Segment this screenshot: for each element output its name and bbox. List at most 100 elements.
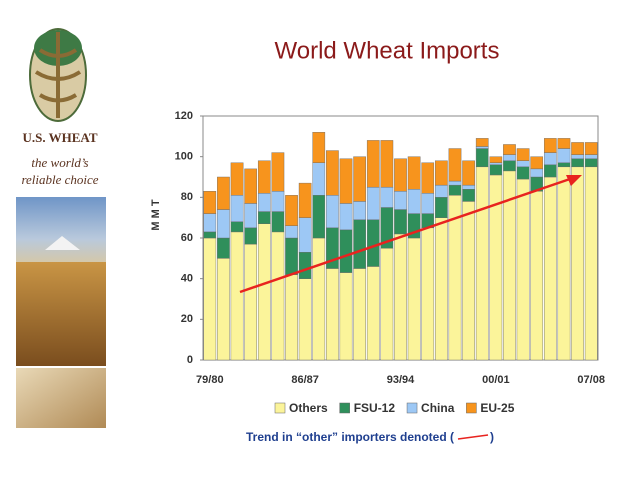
y-tick-label: 0 [187, 354, 193, 366]
bar-segment [530, 168, 544, 178]
bar-segment [217, 209, 230, 239]
bar-segment [571, 166, 584, 361]
photo-field [16, 262, 106, 366]
bar-segment [285, 225, 298, 239]
bar-segment [543, 176, 557, 361]
bar-segment [312, 237, 326, 361]
bar-segment [394, 209, 407, 235]
legend-swatch [406, 402, 418, 414]
bar-segment [557, 148, 571, 163]
bar-segment [230, 231, 244, 361]
legend-label: FSU-12 [354, 401, 396, 415]
bar-segment [203, 191, 217, 214]
y-tick-label: 20 [181, 313, 193, 325]
y-tick-label: 100 [175, 151, 193, 163]
bar-segment [257, 160, 271, 194]
x-tick-label: 79/80 [196, 374, 224, 386]
bar-segment [543, 152, 557, 166]
bar-segment [503, 144, 516, 155]
bar-segment [298, 252, 312, 279]
bar-segment [584, 154, 598, 159]
bar-segment [421, 193, 435, 214]
trend-arrow [239, 177, 571, 294]
x-tick-label: 86/87 [291, 374, 319, 386]
bar-segment [230, 221, 244, 233]
legend-label: Others [289, 401, 328, 415]
bar-segment [244, 168, 258, 204]
bar-segment [326, 150, 339, 196]
bar-segment [435, 184, 448, 198]
bar-segment [366, 219, 380, 267]
bar-segment [230, 195, 244, 222]
bar-segment [503, 160, 516, 172]
x-tick-label: 00/01 [482, 374, 510, 386]
bar-segment [407, 188, 421, 214]
y-axis-label: M M T [150, 199, 162, 230]
bar-segment [380, 140, 394, 188]
bar-segment [557, 166, 571, 361]
bar-segment [489, 164, 503, 176]
bar-segment [584, 166, 598, 361]
bar-segment [394, 158, 407, 192]
trend-arrowhead [566, 175, 582, 186]
bar-segment [380, 247, 394, 361]
tagline: reliable choice [21, 172, 98, 187]
x-tick-label: 93/94 [387, 374, 415, 386]
bar-segment [339, 272, 353, 361]
bar-segment [339, 158, 353, 204]
bar-segment [435, 217, 448, 361]
bar-segment [271, 152, 285, 192]
bar-segment [489, 156, 503, 163]
bar-segment [271, 191, 285, 212]
bar-segment [394, 233, 407, 361]
bar-segment [421, 162, 435, 194]
bar-segment [285, 195, 298, 227]
bar-segment [475, 148, 489, 168]
bar-segment [257, 223, 271, 361]
bar-segment [366, 186, 380, 220]
bar-segment [543, 164, 557, 178]
bar-segment [312, 162, 326, 196]
bar-segment [516, 166, 530, 180]
bar-segment [353, 156, 366, 202]
bar-segment [203, 231, 217, 239]
bar-segment [366, 140, 380, 188]
bar-segment [203, 213, 217, 233]
bar-segment [435, 197, 448, 218]
bar-segment [339, 203, 353, 231]
y-tick-label: 60 [181, 232, 193, 244]
bar-segment [407, 237, 421, 361]
bar-segment [217, 237, 230, 259]
bar-segment [475, 166, 489, 361]
bar-segment [503, 154, 516, 161]
y-tick-label: 40 [181, 273, 193, 285]
legend-swatch [339, 402, 350, 414]
photo-mountain [16, 197, 106, 267]
bar-segment [475, 138, 489, 147]
bar-segment [462, 188, 475, 202]
bar-segment [285, 237, 298, 275]
bar-segment [298, 217, 312, 253]
bar-segment [271, 231, 285, 361]
logo [29, 28, 87, 122]
bar-segment [271, 211, 285, 233]
bar-segment [285, 274, 298, 361]
bar-segment [312, 195, 326, 239]
bar-segment [203, 237, 217, 361]
bar-segment [353, 201, 366, 220]
bar-segment [298, 278, 312, 361]
annotation: Trend in “other” importers denoted ( [246, 430, 454, 444]
bar-segment [312, 132, 326, 163]
bar-segment [394, 191, 407, 210]
bar-segment [489, 162, 503, 165]
bar-segment [530, 156, 544, 170]
bar-segment [339, 229, 353, 273]
bar-segment [571, 142, 584, 155]
legend-label: China [421, 401, 455, 415]
bar-segment [230, 162, 244, 196]
bar-segment [557, 162, 571, 168]
x-tick-label: 07/08 [577, 374, 605, 386]
bar-segment [326, 268, 339, 361]
bar-segment [543, 138, 557, 153]
